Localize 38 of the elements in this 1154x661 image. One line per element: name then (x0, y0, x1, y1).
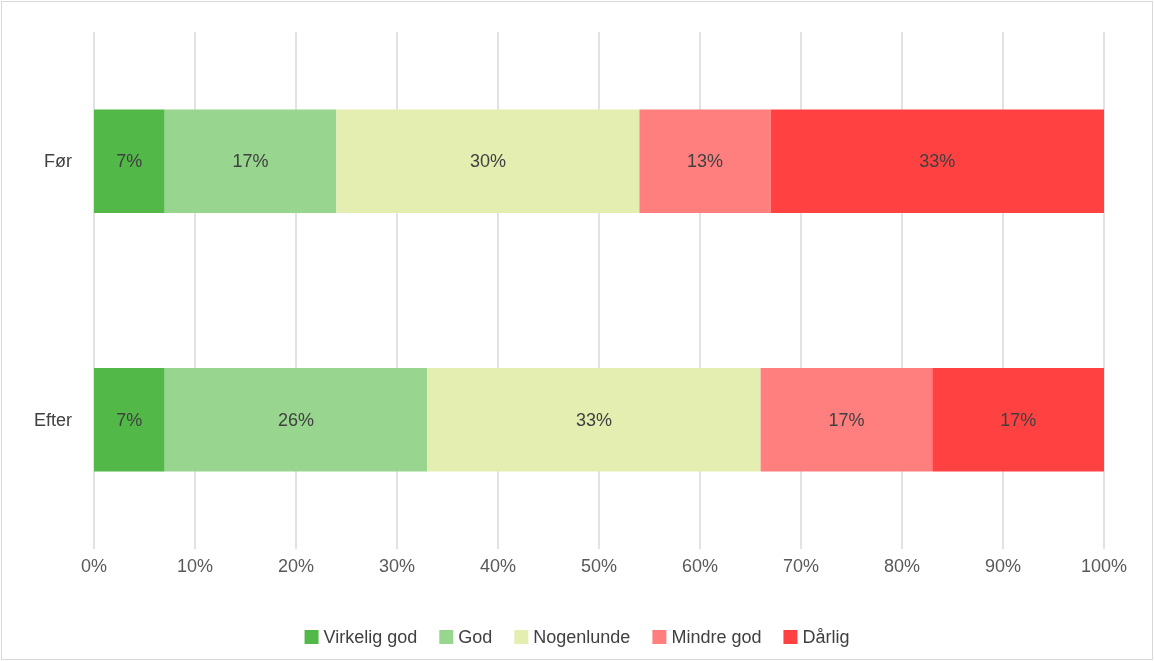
x-tick-label: 50% (580, 556, 618, 576)
bar (427, 368, 761, 472)
x-tick-label: 60% (681, 556, 719, 576)
data-label: 17% (828, 409, 865, 430)
x-tick-label: 80% (883, 556, 921, 576)
x-tick-label: 20% (277, 556, 315, 576)
legend-label: Nogenlunde (533, 627, 631, 647)
bar (164, 109, 337, 213)
bar (336, 109, 640, 213)
bar (932, 368, 1104, 472)
x-tick-label: 0% (80, 556, 108, 576)
bar (760, 368, 933, 472)
x-tick-label: 90% (984, 556, 1022, 576)
data-label: 30% (469, 151, 506, 172)
data-label: 7% (116, 409, 143, 430)
legend-label: Dårlig (802, 627, 850, 647)
bar (770, 109, 1104, 213)
legend-label: Mindre god (671, 627, 762, 647)
data-label: 13% (687, 151, 724, 172)
x-tick-label: 30% (378, 556, 416, 576)
bar (94, 368, 165, 472)
data-label: 33% (575, 409, 612, 430)
legend-label: Virkelig god (323, 627, 418, 647)
data-label: 33% (919, 151, 956, 172)
bar (639, 109, 771, 213)
data-label: 7% (116, 151, 143, 172)
x-tick-label: 70% (782, 556, 820, 576)
y-tick-label: Før (44, 151, 73, 172)
x-tick-label: 100% (1080, 556, 1128, 576)
data-label: 26% (277, 409, 315, 430)
data-label: 17% (1000, 409, 1037, 430)
data-label: 17% (232, 151, 269, 172)
legend-label: God (458, 627, 493, 647)
bar (164, 368, 428, 472)
bar (94, 109, 165, 213)
x-tick-label: 40% (479, 556, 517, 576)
y-tick-label: Efter (33, 409, 72, 430)
x-tick-label: 10% (176, 556, 214, 576)
